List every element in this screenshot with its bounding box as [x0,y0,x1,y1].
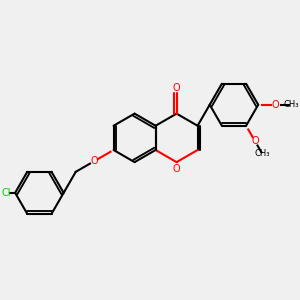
Text: O: O [91,156,98,166]
Text: O: O [272,100,280,110]
Text: CH₃: CH₃ [283,100,298,109]
Text: Cl: Cl [2,188,11,198]
Text: CH₃: CH₃ [255,149,270,158]
Text: O: O [173,83,180,93]
Text: O: O [251,136,259,146]
Text: O: O [173,164,180,174]
